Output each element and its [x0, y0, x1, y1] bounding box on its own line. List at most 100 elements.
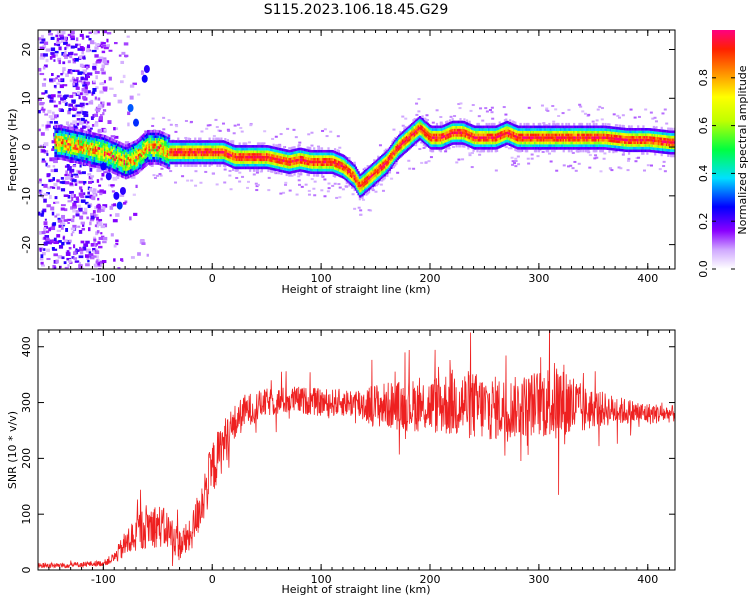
- heat-ridge-cell: [471, 135, 474, 138]
- heat-ridge-cell: [79, 156, 82, 159]
- heat-ridge-cell: [60, 157, 64, 161]
- heat-noise-cell: [137, 93, 141, 96]
- heat-noise-cell: [71, 193, 74, 198]
- heat-noise-cell: [89, 194, 93, 199]
- heat-noise-cell: [581, 110, 585, 113]
- heat-ridge-cell: [143, 141, 146, 144]
- heat-ridge-cell: [443, 145, 446, 149]
- heat-noise-cell: [649, 111, 653, 114]
- heat-ridge-cell: [174, 156, 177, 159]
- heat-ridge-cell: [212, 158, 215, 162]
- heat-ridge-cell: [391, 143, 394, 146]
- heat-ridge-cell: [141, 145, 145, 148]
- heat-ridge-cell: [119, 171, 122, 175]
- heat-ridge-cell: [400, 145, 403, 149]
- heat-ridge-cell: [173, 153, 176, 157]
- heat-ridge-cell: [450, 129, 453, 133]
- heat-ridge-cell: [235, 153, 239, 156]
- heat-noise-cell: [310, 178, 314, 181]
- heat-ridge-cell: [262, 155, 265, 159]
- heat-ridge-cell: [81, 146, 84, 149]
- heat-ridge-cell: [215, 153, 218, 157]
- heat-ridge-cell: [383, 171, 386, 174]
- heat-noise-cell: [205, 127, 209, 130]
- heat-ridge-cell: [228, 158, 231, 162]
- heat-ridge-cell: [313, 168, 316, 172]
- heat-ridge-cell: [102, 145, 105, 149]
- heat-ridge-cell: [439, 122, 442, 126]
- heat-ridge-cell: [463, 142, 466, 146]
- heat-ridge-cell: [97, 146, 100, 150]
- heat-ridge-cell: [266, 150, 269, 154]
- heat-ridge-cell: [256, 166, 260, 170]
- heat-ridge-cell: [434, 133, 437, 137]
- heat-noise-cell: [133, 212, 138, 216]
- heat-noise-cell: [76, 43, 82, 46]
- heat-ridge-cell: [208, 142, 211, 146]
- heat-ridge-cell: [164, 159, 167, 163]
- heat-noise-cell: [74, 180, 80, 184]
- heat-ridge-cell: [344, 156, 347, 159]
- heat-noise-cell: [469, 109, 473, 112]
- heat-ridge-cell: [468, 144, 471, 148]
- heat-ridge-cell: [83, 157, 86, 160]
- heat-ridge-cell: [267, 161, 270, 164]
- heat-ridge-cell: [314, 171, 317, 175]
- heat-ridge-cell: [307, 160, 311, 163]
- heat-ridge-cell: [181, 140, 184, 143]
- heat-ridge-cell: [141, 166, 145, 170]
- heat-ridge-cell: [433, 144, 436, 147]
- heat-ridge-cell: [437, 130, 440, 134]
- heat-noise-cell: [93, 238, 97, 242]
- heat-ridge-cell: [379, 172, 382, 175]
- heat-ridge-cell: [477, 147, 480, 150]
- heat-ridge-cell: [166, 142, 169, 145]
- heat-noise-cell: [46, 248, 50, 253]
- heat-ridge-cell: [476, 147, 479, 150]
- heat-ridge-cell: [350, 178, 354, 181]
- heat-ridge-cell: [296, 167, 299, 170]
- heat-ridge-cell: [205, 142, 209, 146]
- heat-ridge-cell: [195, 140, 198, 143]
- heat-ridge-cell: [68, 153, 71, 157]
- heat-noise-cell: [70, 70, 73, 75]
- heat-noise-cell: [94, 46, 99, 50]
- heat-noise-cell: [80, 109, 84, 112]
- heat-noise-cell: [104, 62, 109, 66]
- heat-ridge-cell: [89, 134, 92, 138]
- heat-ridge-cell: [152, 129, 155, 133]
- heat-ridge-cell: [456, 123, 459, 126]
- heat-ridge-cell: [459, 131, 462, 135]
- heat-ridge-cell: [490, 147, 493, 150]
- heat-ridge-cell: [381, 170, 384, 174]
- heat-ridge-cell: [207, 142, 210, 146]
- heat-noise-cell: [526, 157, 530, 160]
- heat-noise-cell: [43, 150, 49, 154]
- heat-ridge-cell: [417, 119, 420, 123]
- heat-ridge-cell: [242, 147, 245, 151]
- heat-ridge-cell: [348, 165, 351, 168]
- heat-ridge-cell: [395, 143, 398, 146]
- heat-ridge-cell: [264, 155, 267, 159]
- heat-ridge-cell: [381, 165, 384, 169]
- heat-ridge-cell: [177, 142, 180, 146]
- heat-ridge-cell: [136, 157, 139, 161]
- heat-ridge-cell: [98, 157, 101, 161]
- heat-ridge-cell: [79, 145, 82, 149]
- heat-noise-cell: [95, 43, 100, 47]
- heat-ridge-cell: [409, 124, 412, 127]
- heat-ridge-cell: [76, 142, 79, 145]
- heat-ridge-cell: [331, 171, 334, 175]
- heat-ridge-cell: [126, 168, 129, 171]
- heat-ridge-cell: [489, 144, 492, 147]
- heat-ridge-cell: [305, 148, 308, 152]
- heat-noise-cell: [92, 114, 95, 118]
- heat-ridge-cell: [360, 181, 363, 185]
- heat-ridge-cell: [264, 166, 267, 170]
- heat-ridge-cell: [424, 133, 427, 137]
- heat-ridge-cell: [239, 158, 243, 162]
- heat-ridge-cell: [429, 146, 432, 150]
- heat-ridge-cell: [222, 142, 226, 146]
- heat-ridge-cell: [324, 160, 328, 164]
- heat-noise-cell: [160, 167, 164, 170]
